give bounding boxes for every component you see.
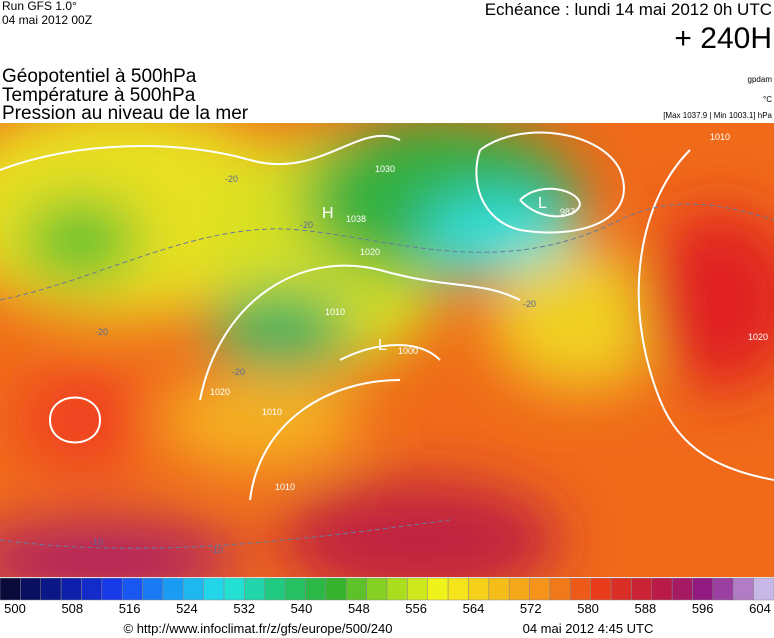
color-swatch [549,577,571,601]
color-swatch [651,577,673,601]
color-swatch [81,577,103,601]
isobar-label: 1020 [210,387,230,397]
temp-label: -20 [523,299,536,309]
footer-date: 04 mai 2012 4:45 UTC [523,621,654,636]
colorbar-label: 532 [233,601,255,616]
color-swatch [712,577,734,601]
color-swatch [447,577,469,601]
temp-label: -20 [225,174,238,184]
temp-label: -20 [95,327,108,337]
title-line: Pression au niveau de la mer [2,103,249,124]
color-swatch [346,577,367,601]
color-swatch [366,577,388,601]
title-line: Température à 500hPa [2,85,196,106]
run-date: 04 mai 2012 00Z [2,13,92,27]
echeance: Echéance : lundi 14 mai 2012 0h UTC [485,0,772,19]
colorbar-label: 524 [176,601,198,616]
color-swatch [223,577,245,601]
unit: [Max 1037.9 | Min 1003.1] hPa [663,111,772,120]
unit: °C [763,95,772,104]
color-swatch [590,577,612,601]
color-swatch [40,577,62,601]
isobar-label: 987 [560,207,575,217]
isobar-label: 1020 [360,247,380,257]
colorbar-label: 572 [520,601,542,616]
color-swatch [570,577,591,601]
color-swatch [264,577,286,601]
color-swatch [121,577,143,601]
color-swatch [692,577,714,601]
isobar-label: 1010 [262,407,282,417]
colorbar-label: 596 [692,601,714,616]
colorbar-label: 604 [749,601,771,616]
color-swatch [407,577,428,601]
colorbar-label: 556 [405,601,427,616]
color-swatch [60,577,82,601]
isobar-label: 1010 [710,132,730,142]
temp-label: -20 [300,220,313,230]
horizon: + 240H [674,22,772,55]
color-swatch [0,577,21,601]
isobar-label: 1038 [346,214,366,224]
color-swatch [610,577,632,601]
color-swatch [162,577,184,601]
color-swatch [508,577,530,601]
color-swatch [244,577,266,601]
color-swatch [631,577,653,601]
isobar-label: 1030 [375,164,395,174]
run: Run GFS 1.0° [2,0,77,13]
footer-url: © http://www.infoclimat.fr/z/gfs/europe/… [124,621,393,636]
color-swatch [305,577,327,601]
color-swatch [427,577,449,601]
color-swatch [529,577,551,601]
map [0,123,774,577]
color-swatch [468,577,490,601]
color-swatch [101,577,123,601]
colorbar-label: 564 [463,601,485,616]
isobar-label: 1010 [275,482,295,492]
isobar-label: L [378,337,387,354]
color-swatch [183,577,204,601]
color-swatch [671,577,693,601]
isobar-label: L [538,195,547,212]
color-swatch [20,577,41,601]
colorbar-label: 516 [119,601,141,616]
title-line: Géopotentiel à 500hPa [2,66,197,87]
color-swatch [142,577,164,601]
color-swatch [753,577,774,601]
isobar-label: 1000 [398,346,418,356]
color-swatch [325,577,347,601]
colorbar-label: 508 [61,601,83,616]
color-swatch [733,577,754,601]
temp-label: -10 [210,545,223,555]
color-swatch [203,577,225,601]
color-swatch [488,577,510,601]
temp-label: -10 [90,537,103,547]
isobar-label: H [322,205,334,222]
temp-label: -20 [232,367,245,377]
colorbar-label: 500 [4,601,26,616]
isobar-label: 1010 [325,307,345,317]
colorbar-label: 548 [348,601,370,616]
color-swatch [386,577,408,601]
colorbar-label: 540 [291,601,313,616]
color-swatch [284,577,306,601]
isobar-label: 1020 [748,332,768,342]
colorbar-label: 588 [635,601,657,616]
colorbar-label: 580 [577,601,599,616]
unit: gpdam [748,75,773,84]
